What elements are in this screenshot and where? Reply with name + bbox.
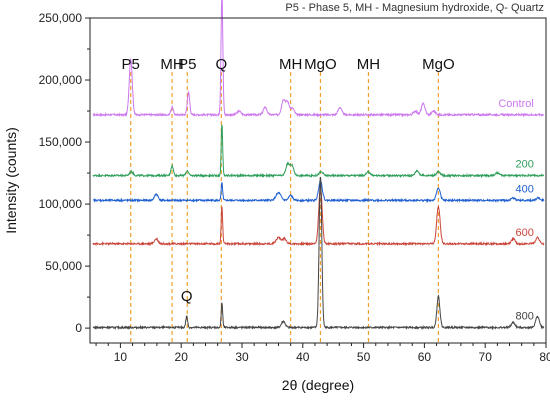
x-tick-label: 70 — [479, 350, 493, 364]
phase-label: P5 — [178, 56, 196, 73]
series-line-800 — [92, 176, 545, 331]
phase-label: MgO — [422, 56, 455, 73]
x-tick-label: 30 — [235, 350, 249, 364]
series-label: Control — [498, 98, 533, 110]
series-line-200 — [92, 124, 545, 179]
axes-layer: 10 20 30 40 50 60 70 80050,000100,000150,000200… — [3, 11, 550, 393]
phase-label: MH — [357, 56, 380, 73]
series-line-400 — [92, 179, 545, 204]
x-tick-label: 10 — [114, 350, 128, 364]
x-tick-label: 20 — [175, 350, 189, 364]
series-label: 400 — [515, 183, 533, 195]
phase-label: P5 — [122, 56, 140, 73]
legend-note: P5 - Phase 5, MH - Magnesium hydroxide, … — [285, 2, 544, 14]
y-tick-label: 150,000 — [39, 135, 83, 149]
series-line-control — [92, 0, 545, 118]
series-label: 600 — [515, 227, 533, 239]
x-tick-label: 40 — [296, 350, 310, 364]
y-tick-label: 200,000 — [39, 73, 83, 87]
x-tick-label: 80 — [539, 350, 550, 364]
plot-frame — [89, 17, 547, 344]
y-axis-title: Intensity (counts) — [3, 127, 19, 234]
series-layer — [92, 0, 545, 331]
x-tick-label: 60 — [418, 350, 432, 364]
y-tick-label: 250,000 — [39, 11, 83, 25]
phase-label: MgO — [304, 56, 337, 73]
series-label: 800 — [515, 310, 533, 322]
y-tick-label: 0 — [75, 321, 82, 335]
annotation-label: Q — [181, 288, 193, 305]
series-line-600 — [92, 186, 545, 247]
series-label: 200 — [515, 159, 533, 171]
x-tick-label: 50 — [357, 350, 371, 364]
x-axis-title: 2θ (degree) — [282, 377, 354, 393]
y-tick-label: 50,000 — [45, 259, 82, 273]
phase-label: MH — [160, 56, 183, 73]
phase-label: MH — [279, 56, 302, 73]
y-tick-label: 100,000 — [39, 197, 83, 211]
phase-label: Q — [215, 56, 227, 73]
reference-lines — [130, 72, 439, 343]
